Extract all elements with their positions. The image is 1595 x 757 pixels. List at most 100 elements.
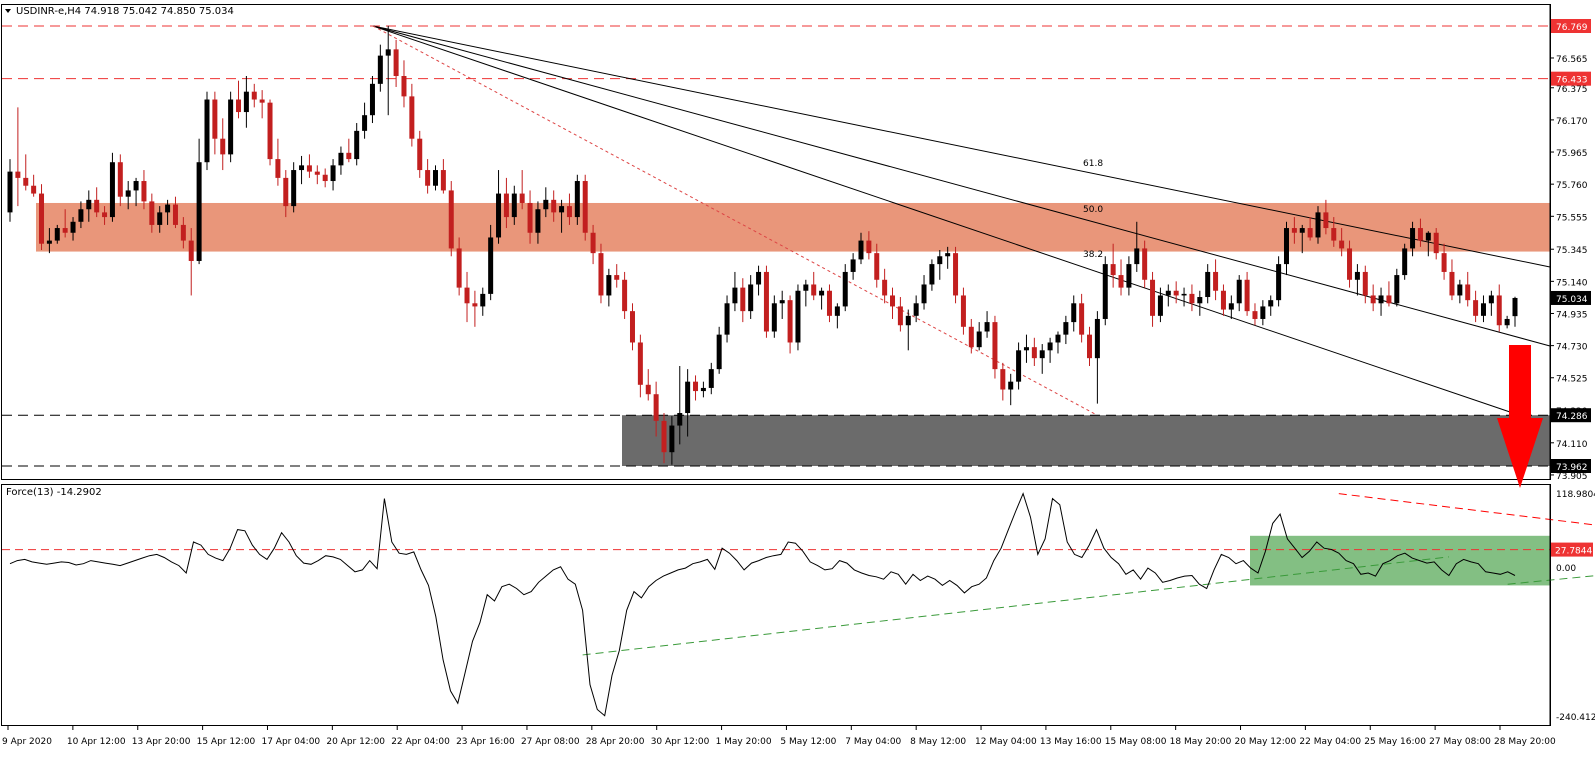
- candle-body: [306, 165, 312, 172]
- candle-body: [1173, 290, 1179, 296]
- candle-body: [243, 91, 249, 113]
- candle-body: [535, 209, 541, 233]
- candle-body: [1079, 303, 1085, 335]
- candle-body: [551, 199, 557, 213]
- candle-body: [1228, 303, 1234, 310]
- candle-body: [1189, 293, 1195, 304]
- time-tick-label: 22 May 04:00: [1299, 737, 1361, 747]
- price-tick-label: 75.140: [1556, 278, 1588, 288]
- level-price-label: 74.286: [1556, 412, 1588, 422]
- level-price-label-box: [1551, 408, 1591, 423]
- force-tick-label: -240.412: [1556, 713, 1595, 723]
- price-tick-label: 76.565: [1556, 55, 1588, 65]
- candle-body: [464, 287, 470, 304]
- candle-body: [425, 170, 431, 186]
- candle-body: [1071, 303, 1077, 323]
- candle-body: [890, 295, 896, 307]
- down-arrow: [1497, 345, 1543, 488]
- candle-body: [157, 212, 163, 225]
- candle-body: [582, 181, 588, 233]
- time-axis: 9 Apr 2020 10 Apr 12:00 13 Apr 20:00 15 Apr…: [2, 726, 1556, 747]
- candle-body: [165, 204, 171, 213]
- price-tick-label: 75.965: [1556, 149, 1588, 159]
- candle-body: [267, 102, 273, 160]
- candle-body: [669, 425, 675, 453]
- candle-body: [740, 287, 746, 312]
- price-axis: 76.565 76.375 76.170 75.965 75.760 75.555 75.3…: [1549, 4, 1591, 482]
- candle-body: [417, 138, 423, 171]
- candle-body: [172, 204, 178, 225]
- fib-label-50-0: 50.0: [1083, 205, 1103, 215]
- header-triangle-icon[interactable]: [5, 9, 11, 13]
- candle-body: [716, 334, 722, 370]
- candle-body: [1102, 264, 1108, 319]
- price-tick-label: 73.905: [1556, 472, 1588, 482]
- candle-body: [102, 212, 108, 218]
- support-zone: [622, 415, 1550, 466]
- candle-body: [109, 162, 115, 218]
- candle-body: [346, 152, 352, 160]
- candle-body: [1157, 295, 1163, 316]
- candle-body: [1370, 295, 1376, 304]
- force-level-label-box: [1551, 542, 1593, 557]
- price-tick-label: 74.730: [1556, 343, 1588, 353]
- candle-body: [1276, 264, 1282, 301]
- candle-body: [377, 55, 383, 84]
- candle-body: [23, 177, 29, 186]
- force-index-line: [9, 492, 1516, 717]
- candle-body: [590, 232, 596, 254]
- candle-body: [708, 369, 714, 388]
- time-tick-label: 18 May 20:00: [1170, 737, 1232, 747]
- candle-body: [874, 253, 880, 280]
- price-tick-label: 76.170: [1556, 117, 1588, 127]
- time-tick-label: 27 Apr 08:00: [521, 737, 580, 747]
- candle-body: [1402, 248, 1408, 276]
- candle-body: [125, 190, 131, 197]
- candle-body: [1118, 275, 1124, 288]
- force-trendlines: [582, 493, 1595, 656]
- candle-body: [858, 240, 864, 260]
- candle-body: [236, 99, 242, 113]
- candle-body: [866, 240, 872, 254]
- time-tick-label: 27 May 08:00: [1429, 737, 1491, 747]
- indicator-panel-frame: [1, 484, 1551, 726]
- candle-body: [1110, 264, 1116, 276]
- candle-body: [1457, 284, 1463, 296]
- candle-body: [1362, 271, 1368, 296]
- price-tick-label: 74.935: [1556, 310, 1588, 320]
- candle-body: [756, 271, 762, 285]
- candle-body: [984, 322, 990, 332]
- fib-label-61-8: 61.8: [1083, 159, 1103, 169]
- candle-body: [645, 384, 651, 395]
- candle-body: [31, 185, 37, 194]
- candle-body: [1354, 271, 1360, 280]
- candle-body: [338, 152, 344, 166]
- candle-body: [1465, 284, 1471, 301]
- time-tick-label: 30 Apr 12:00: [651, 737, 710, 747]
- candle-body: [488, 237, 494, 294]
- time-tick-label: 17 Apr 04:00: [261, 737, 320, 747]
- force-indicator-title: Force(13) -14.2902: [6, 487, 102, 498]
- candle-body: [677, 413, 683, 426]
- candle-body: [472, 303, 478, 307]
- candle-body: [1063, 322, 1069, 335]
- candle-body: [299, 165, 305, 171]
- candle-body: [149, 201, 155, 225]
- candle-body: [1504, 318, 1510, 326]
- candle-body: [1094, 318, 1100, 359]
- candle-body: [850, 259, 856, 272]
- candle-body: [1181, 293, 1187, 296]
- candle-body: [905, 315, 911, 326]
- candle-body: [614, 275, 620, 280]
- candle-body: [527, 202, 533, 233]
- candle-body: [180, 224, 186, 241]
- candle-body: [39, 193, 45, 244]
- candle-body: [220, 138, 226, 155]
- candle-body: [401, 76, 407, 97]
- time-tick-label: 13 May 16:00: [1040, 737, 1102, 747]
- candle-body: [992, 322, 998, 370]
- candle-body: [1087, 334, 1093, 359]
- candle-body: [369, 83, 375, 116]
- candle-body: [1433, 232, 1439, 254]
